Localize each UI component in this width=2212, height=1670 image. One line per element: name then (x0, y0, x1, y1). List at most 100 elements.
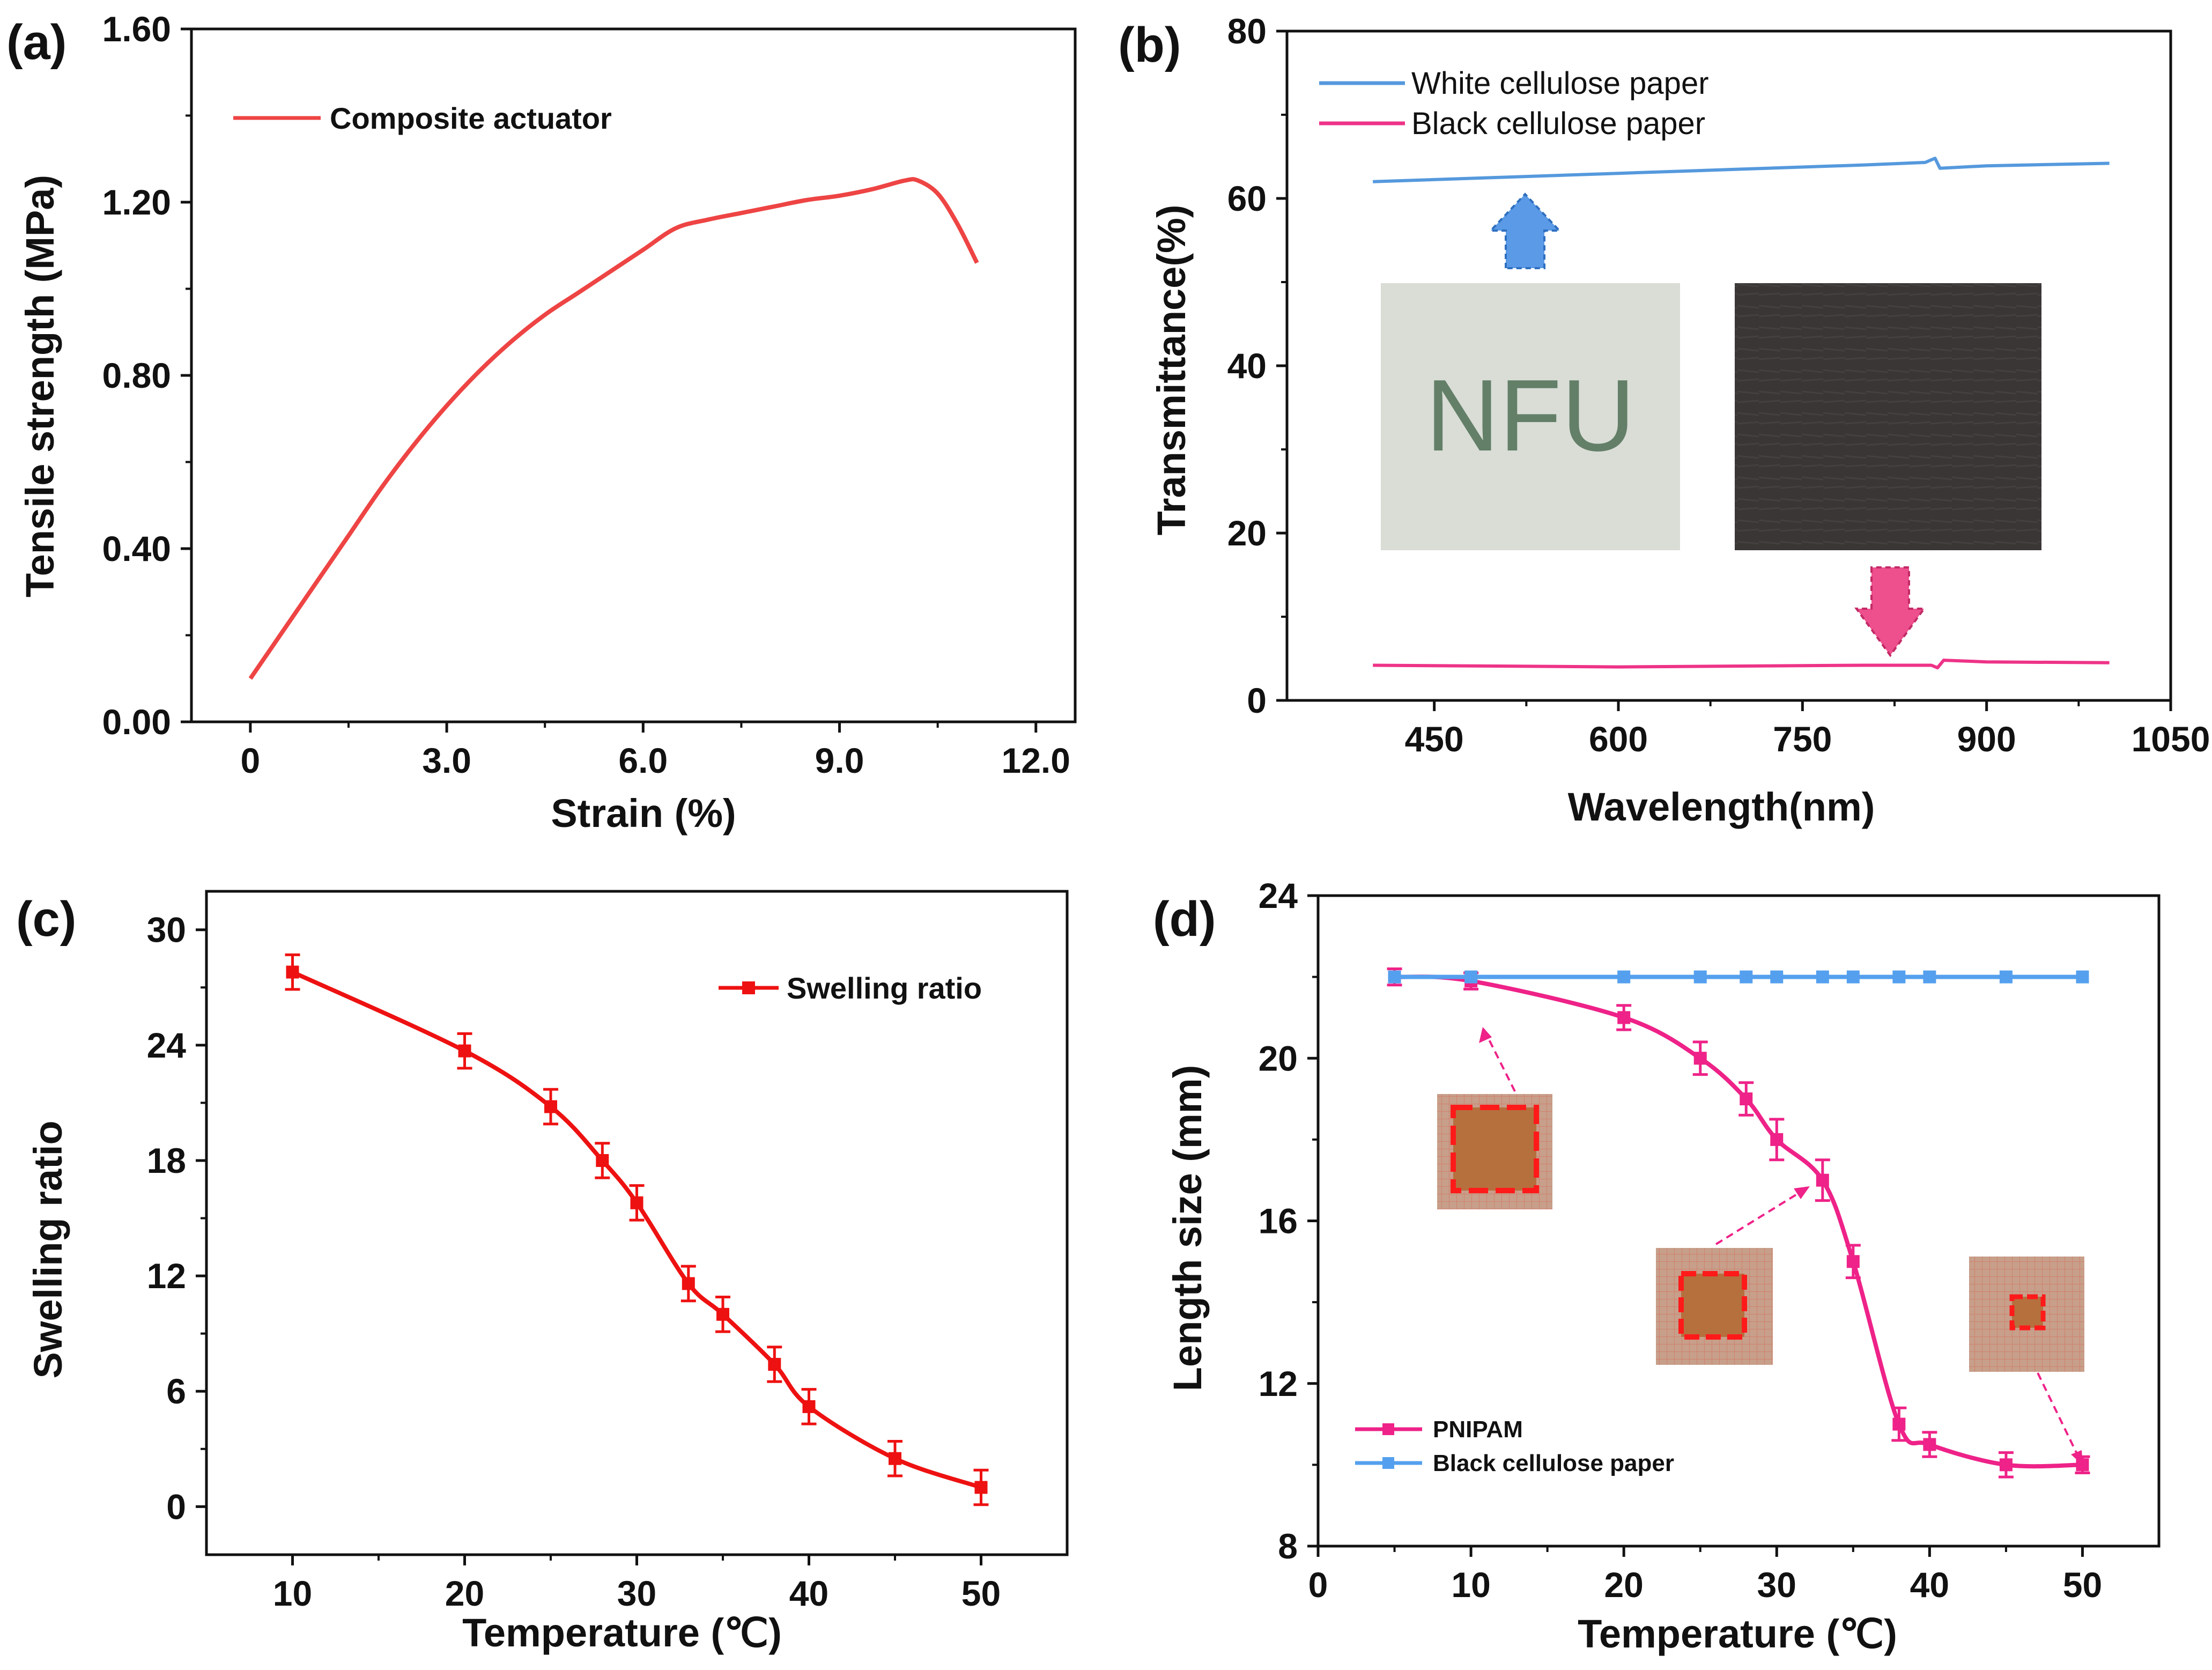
data-point (1923, 970, 1936, 984)
x-tick-label: 50 (2063, 1565, 2102, 1605)
x-tick-label: 50 (961, 1573, 1001, 1613)
panel-d-label: (d) (1153, 892, 1216, 947)
y-tick-label: 1.20 (102, 182, 171, 222)
panel-a-label: (a) (6, 15, 66, 70)
data-point (889, 1452, 901, 1465)
y-tick-label: 0 (166, 1487, 186, 1526)
panel-a-xlabel: Strain (%) (551, 791, 736, 836)
legend-label: PNIPAM (1433, 1416, 1523, 1443)
y-tick-label: 18 (147, 1141, 186, 1180)
x-tick-label: 3.0 (422, 741, 471, 780)
panel-b-xlabel: Wavelength(nm) (1568, 785, 1875, 829)
x-tick-label: 30 (617, 1573, 656, 1613)
y-tick-label: 6 (166, 1371, 186, 1411)
panel-d-xlabel: Temperature (℃) (1578, 1612, 1897, 1656)
data-point (1388, 970, 1401, 984)
legend-label: Black cellulose paper (1411, 106, 1705, 141)
x-tick-label: 750 (1773, 719, 1832, 759)
sample-photo-10c (1437, 1094, 1552, 1209)
panel-b: (b) 450 600 750 900 1050 0 20 40 60 80 Wavelengt… (1118, 11, 2210, 829)
y-tick-label: 24 (147, 1025, 187, 1065)
y-tick-label: 0 (1247, 681, 1267, 720)
panel-b-ylabel: Transmittance(%) (1149, 205, 1194, 536)
y-tick-label: 80 (1227, 11, 1267, 51)
y-tick-label: 40 (1227, 346, 1267, 386)
data-point (1816, 970, 1829, 984)
panel-d-ylabel: Length size (mm) (1165, 1065, 1210, 1391)
data-point (1923, 1438, 1936, 1451)
series-line-1 (1373, 157, 2110, 183)
x-tick-label: 10 (273, 1573, 312, 1613)
x-tick-label: 40 (789, 1573, 828, 1613)
data-point (1770, 970, 1784, 984)
x-tick-label: 12.0 (1002, 741, 1070, 780)
data-point (544, 1100, 557, 1113)
x-tick-label: 0 (1308, 1565, 1328, 1605)
data-point (768, 1358, 781, 1371)
panel-c-legend: Swelling ratio (719, 971, 982, 1005)
data-point (682, 1277, 695, 1290)
panel-c-ylabel: Swelling ratio (26, 1120, 70, 1378)
x-tick-label: 9.0 (815, 741, 864, 780)
x-tick-label: 450 (1405, 719, 1464, 759)
y-tick-label: 0.80 (102, 356, 171, 395)
data-point (1846, 1255, 1860, 1268)
legend-marker (1382, 1423, 1394, 1435)
data-point (630, 1196, 643, 1209)
sample-photo-33c (1656, 1248, 1773, 1365)
arrow-head-icon (1794, 1186, 1810, 1199)
series-line-2 (1373, 659, 2110, 670)
data-point (2076, 1458, 2089, 1472)
panel-c: (c) 10 20 30 40 50 0 6 12 18 24 30 Temperature (℃… (16, 890, 1069, 1655)
panel-a-frame (190, 27, 1077, 723)
data-point (1846, 970, 1860, 984)
data-point (1816, 1173, 1829, 1187)
data-point (458, 1044, 471, 1058)
data-point (596, 1154, 609, 1167)
panel-d-legend: PNIPAM Black cellulose paper (1355, 1416, 1674, 1476)
x-tick-label: 600 (1589, 719, 1648, 759)
y-tick-label: 30 (147, 910, 186, 950)
data-point (1464, 970, 1478, 984)
sample-photo-50c (1969, 1257, 2084, 1372)
panel-a: (a) 0 3.0 6.0 9.0 12.0 0.000.400.801.201.60 … (6, 9, 1077, 836)
arrow-up-icon (1488, 193, 1562, 269)
data-point (286, 965, 299, 979)
legend-marker (742, 981, 755, 994)
white-paper-photo (1381, 283, 1680, 550)
y-tick-label: 16 (1259, 1201, 1298, 1241)
y-tick-label: 12 (147, 1256, 186, 1296)
data-point (1770, 1133, 1784, 1146)
data-point (1693, 1052, 1707, 1065)
y-tick-label: 60 (1227, 179, 1267, 218)
inset-pointer (2037, 1372, 2082, 1462)
data-point (2076, 970, 2089, 984)
x-tick-label: 900 (1957, 719, 2016, 759)
legend-marker (1382, 1457, 1394, 1469)
white-paper-photo-text: NFU (1426, 359, 1635, 472)
panel-c-xlabel: Temperature (℃) (462, 1610, 782, 1655)
data-point (1693, 970, 1707, 984)
panel-a-legend: Composite actuator (233, 101, 612, 135)
y-tick-label: 0.40 (102, 529, 171, 568)
black-paper-photo (1735, 283, 2041, 550)
legend-label: Swelling ratio (787, 971, 982, 1005)
panel-d-frame (1316, 894, 2161, 1548)
x-tick-label: 40 (1910, 1565, 1949, 1605)
data-point (802, 1400, 816, 1413)
data-point (1617, 970, 1631, 984)
data-point (1740, 970, 1753, 984)
panel-d: (d) 0 10 20 30 40 50 8 12 16 20 24 Temperature (℃… (1153, 876, 2161, 1656)
legend-label: Composite actuator (330, 101, 612, 135)
x-tick-label: 20 (445, 1573, 484, 1613)
y-tick-label: 24 (1259, 876, 1298, 915)
data-point (1617, 1011, 1631, 1024)
x-tick-label: 1050 (2132, 719, 2210, 759)
y-tick-label: 0.00 (102, 702, 171, 742)
y-tick-label: 20 (1259, 1038, 1298, 1078)
y-tick-label: 1.60 (102, 9, 171, 49)
data-point (1999, 1458, 2013, 1472)
data-point (1892, 970, 1906, 984)
series-line-1 (1394, 974, 2083, 1469)
series-line-1 (291, 970, 982, 1490)
